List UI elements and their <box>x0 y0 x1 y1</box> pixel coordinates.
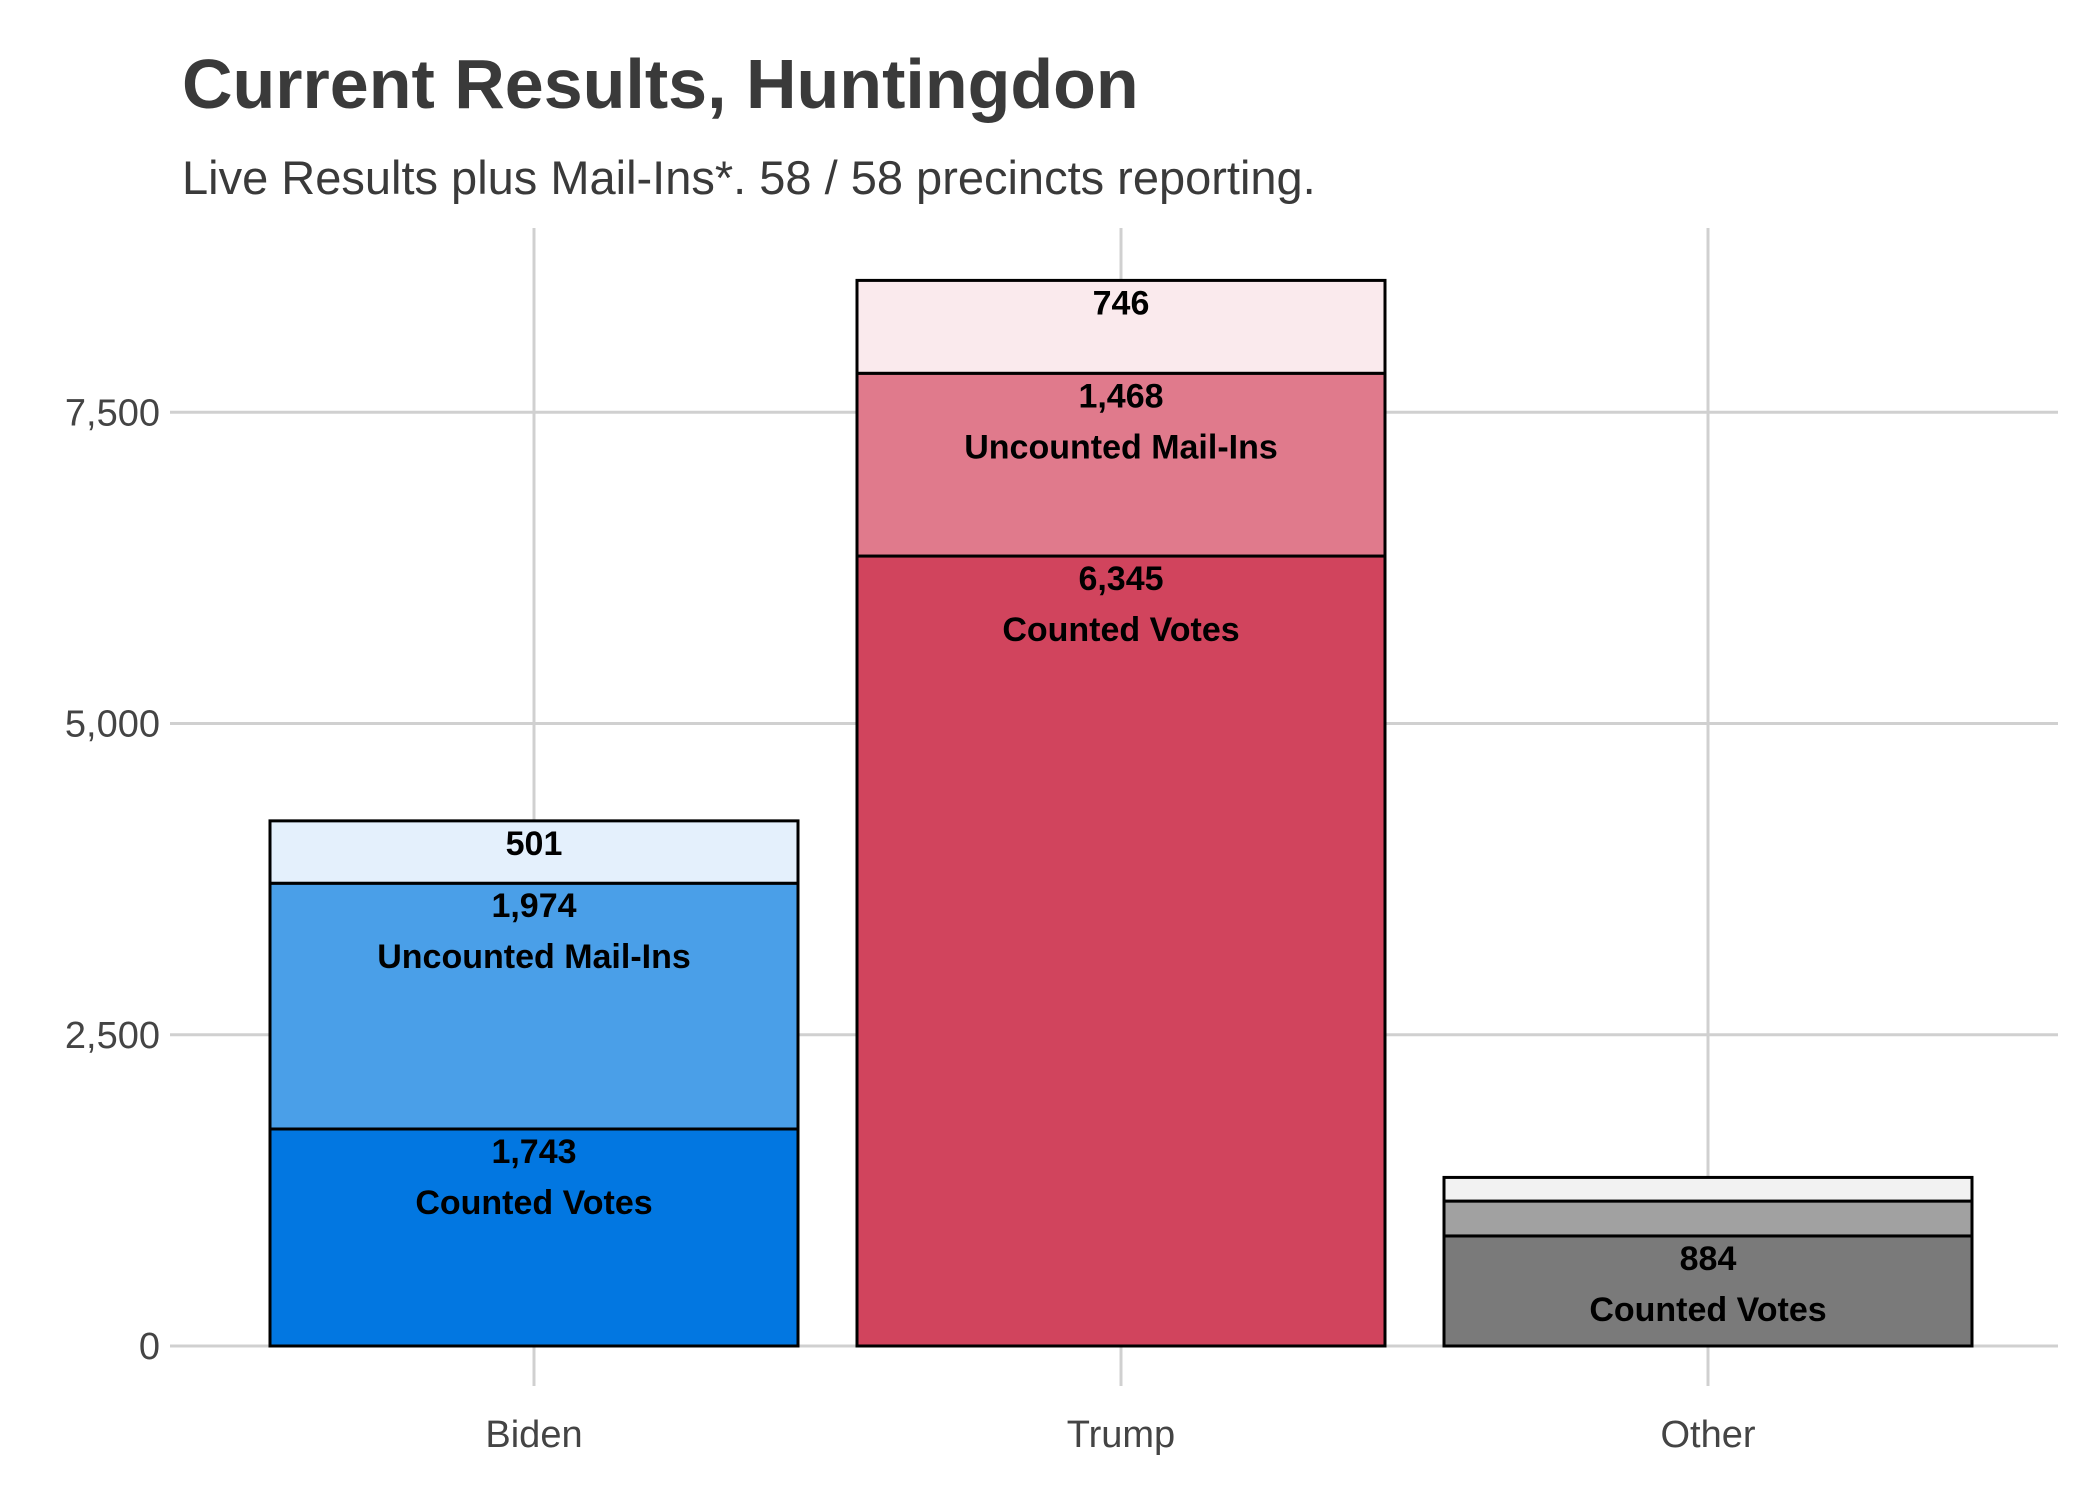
segment-value-label: 884 <box>1680 1240 1737 1278</box>
x-tick-label: Other <box>1660 1414 1755 1456</box>
segment-value-label: 1,974 <box>491 887 576 925</box>
segment-value-label: 746 <box>1093 284 1150 322</box>
bar-segment-other-2 <box>1444 1201 1972 1236</box>
segment-category-label: Uncounted Mail-Ins <box>964 428 1278 466</box>
segment-category-label: Counted Votes <box>415 1184 652 1222</box>
y-tick-label: 5,000 <box>65 704 160 746</box>
x-tick-label: Trump <box>1067 1414 1175 1456</box>
segment-category-label: Counted Votes <box>1002 611 1239 649</box>
segment-value-label: 1,743 <box>491 1133 576 1171</box>
y-tick-label: 2,500 <box>65 1015 160 1057</box>
y-tick-label: 0 <box>139 1326 160 1368</box>
segment-category-label: Uncounted Mail-Ins <box>377 938 691 976</box>
bar-segment-trump-1 <box>857 556 1385 1346</box>
y-tick-label: 7,500 <box>65 392 160 434</box>
segment-value-label: 6,345 <box>1078 560 1163 598</box>
segment-value-label: 1,468 <box>1078 377 1163 415</box>
bar-segment-other-3 <box>1444 1177 1972 1201</box>
x-tick-label: Biden <box>485 1414 582 1456</box>
segment-category-label: Counted Votes <box>1589 1291 1826 1329</box>
segment-value-label: 501 <box>506 825 563 863</box>
